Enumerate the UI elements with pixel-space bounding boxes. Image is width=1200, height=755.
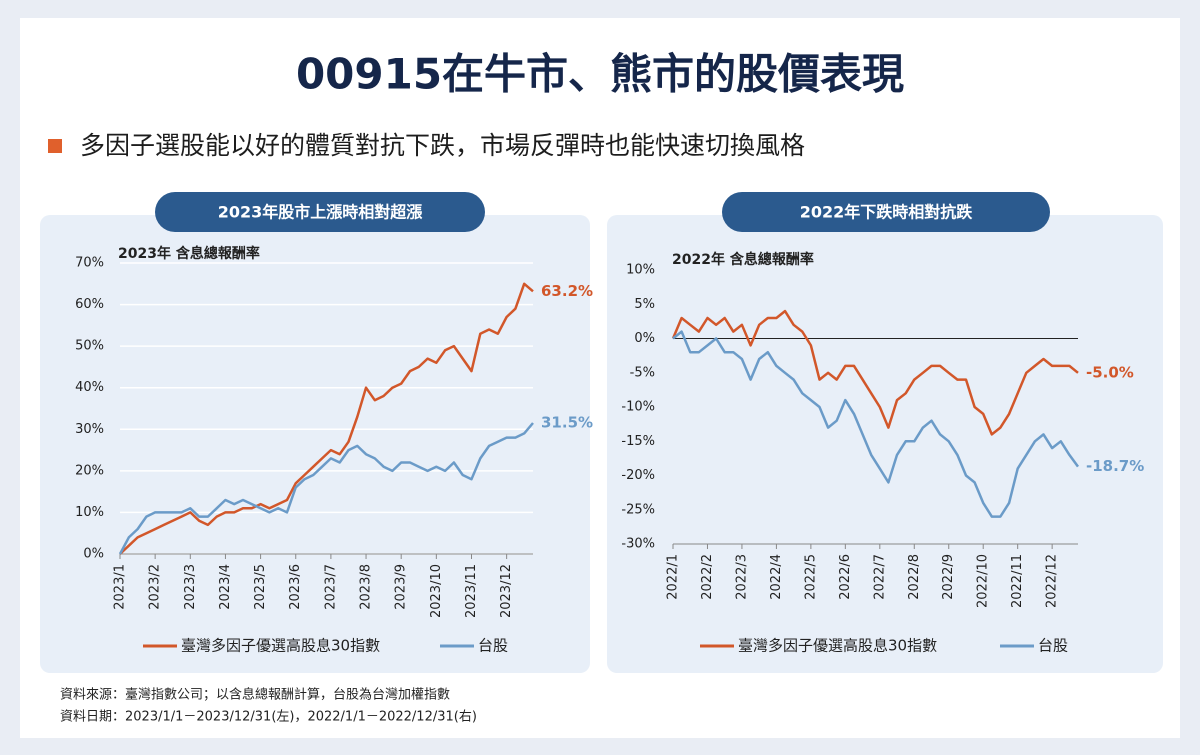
y-tick-label: -15% xyxy=(621,434,655,449)
x-tick-label: 2023/4 xyxy=(218,564,233,610)
chart-title: 2022年 含息總報酬率 xyxy=(672,251,814,268)
badge-text: 2023年股市上漲時相對超漲 xyxy=(218,203,424,222)
value-label: 63.2% xyxy=(541,282,593,300)
x-tick-label: 2022/7 xyxy=(872,554,887,600)
series-line xyxy=(119,282,534,555)
x-tick-label: 2022/2 xyxy=(700,554,715,600)
x-tick-label: 2022/4 xyxy=(769,554,784,600)
x-tick-label: 2022/10 xyxy=(976,554,991,608)
y-tick-label: 50% xyxy=(75,339,104,354)
footer-source: 資料來源：臺灣指數公司；以含息總報酬計算，台股為台灣加權指數 xyxy=(60,687,450,703)
y-tick-label: 10% xyxy=(626,263,655,278)
x-tick-label: 2022/1 xyxy=(666,554,681,600)
value-label: 31.5% xyxy=(541,414,593,432)
y-tick-label: -10% xyxy=(621,400,655,415)
x-tick-label: 2023/8 xyxy=(359,564,374,610)
y-tick-label: -30% xyxy=(621,537,655,552)
y-tick-label: 60% xyxy=(75,297,104,312)
series-line xyxy=(672,330,1080,518)
x-tick-label: 2023/5 xyxy=(253,564,268,610)
subtitle: 多因子選股能以好的體質對抗下跌，市場反彈時也能快速切換風格 xyxy=(80,131,805,160)
legend-label: 臺灣多因子優選高股息30指數 xyxy=(738,637,937,655)
value-label: -5.0% xyxy=(1086,363,1134,381)
y-tick-label: 0% xyxy=(83,547,104,562)
badge-text: 2022年下跌時相對抗跌 xyxy=(800,203,974,222)
legend-label: 台股 xyxy=(1038,637,1068,655)
x-tick-label: 2022/3 xyxy=(734,554,749,600)
x-tick-label: 2022/5 xyxy=(803,554,818,600)
badge xyxy=(722,192,1050,232)
legend-label: 台股 xyxy=(478,637,508,655)
y-tick-label: -5% xyxy=(630,365,655,380)
x-tick-label: 2023/7 xyxy=(323,564,338,610)
y-tick-label: 5% xyxy=(634,297,655,312)
x-tick-label: 2023/1 xyxy=(113,564,128,610)
x-tick-label: 2023/3 xyxy=(183,564,198,610)
x-tick-label: 2023/9 xyxy=(394,564,409,610)
x-tick-label: 2022/9 xyxy=(941,554,956,600)
y-tick-label: 70% xyxy=(75,256,104,271)
x-tick-label: 2022/6 xyxy=(838,554,853,600)
panel xyxy=(40,215,590,673)
page-title: 00915在牛市、熊市的股價表現 xyxy=(296,50,904,99)
x-tick-label: 2023/12 xyxy=(499,564,514,618)
value-label: -18.7% xyxy=(1086,457,1144,475)
y-tick-label: 40% xyxy=(75,380,104,395)
panel xyxy=(607,215,1163,673)
x-tick-label: 2022/8 xyxy=(907,554,922,600)
y-tick-label: 20% xyxy=(75,463,104,478)
y-tick-label: 10% xyxy=(75,505,104,520)
x-tick-label: 2022/11 xyxy=(1010,554,1025,608)
x-tick-label: 2023/2 xyxy=(148,564,163,610)
x-tick-label: 2022/12 xyxy=(1045,554,1060,608)
x-tick-label: 2023/6 xyxy=(288,564,303,610)
series-line xyxy=(671,309,1079,436)
x-tick-label: 2023/11 xyxy=(464,564,479,618)
y-tick-label: 30% xyxy=(75,422,104,437)
bullet xyxy=(48,139,62,153)
footer-date: 資料日期：2023/1/1－2023/12/31(左)，2022/1/1－202… xyxy=(60,710,477,725)
x-tick-label: 2023/10 xyxy=(429,564,444,618)
legend-label: 臺灣多因子優選高股息30指數 xyxy=(181,637,380,655)
badge xyxy=(155,192,485,232)
y-tick-label: -25% xyxy=(621,502,655,517)
y-tick-label: -20% xyxy=(621,468,655,483)
chart-title: 2023年 含息總報酬率 xyxy=(118,245,260,262)
series-line xyxy=(118,422,534,555)
y-tick-label: 0% xyxy=(634,331,655,346)
